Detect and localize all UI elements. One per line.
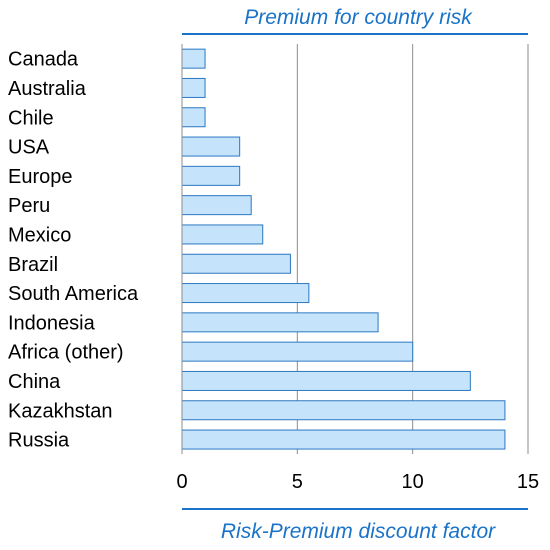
bar (181, 283, 310, 304)
bar (181, 48, 206, 69)
x-tick-label: 0 (176, 471, 187, 493)
gridlines (296, 44, 529, 454)
bar (181, 165, 241, 186)
category-label: Russia (8, 430, 70, 452)
category-label: China (8, 371, 61, 393)
x-axis-label: Risk-Premium discount factor (221, 520, 496, 543)
bar (181, 253, 291, 274)
bar (181, 77, 206, 98)
category-label: Kazakhstan (8, 400, 113, 422)
category-label: Africa (other) (8, 342, 124, 364)
bar (181, 107, 206, 128)
bar (181, 370, 471, 391)
category-label: Europe (8, 166, 73, 188)
bar (181, 312, 379, 333)
category-labels: Canada Australia Chile USA Europe Peru Mexico B… (8, 49, 139, 452)
x-tick-labels: 0 5 10 15 (176, 471, 539, 493)
bar (181, 341, 414, 362)
category-label: Indonesia (8, 312, 96, 334)
category-label: Canada (8, 49, 79, 71)
category-label: Australia (8, 78, 87, 100)
bar (181, 429, 506, 450)
bar (181, 400, 506, 421)
category-label: Mexico (8, 224, 71, 246)
bar (181, 224, 264, 245)
x-tick-label: 10 (402, 471, 424, 493)
bars (181, 48, 506, 450)
category-label: Brazil (8, 254, 58, 276)
category-label: South America (8, 283, 139, 305)
category-label: Chile (8, 107, 54, 129)
x-tick-label: 15 (517, 471, 539, 493)
x-tick-label: 5 (292, 471, 303, 493)
category-label: Peru (8, 195, 50, 217)
chart-title: Premium for country risk (244, 6, 473, 29)
bar (181, 195, 252, 216)
bar (181, 136, 241, 157)
category-label: USA (8, 137, 50, 159)
